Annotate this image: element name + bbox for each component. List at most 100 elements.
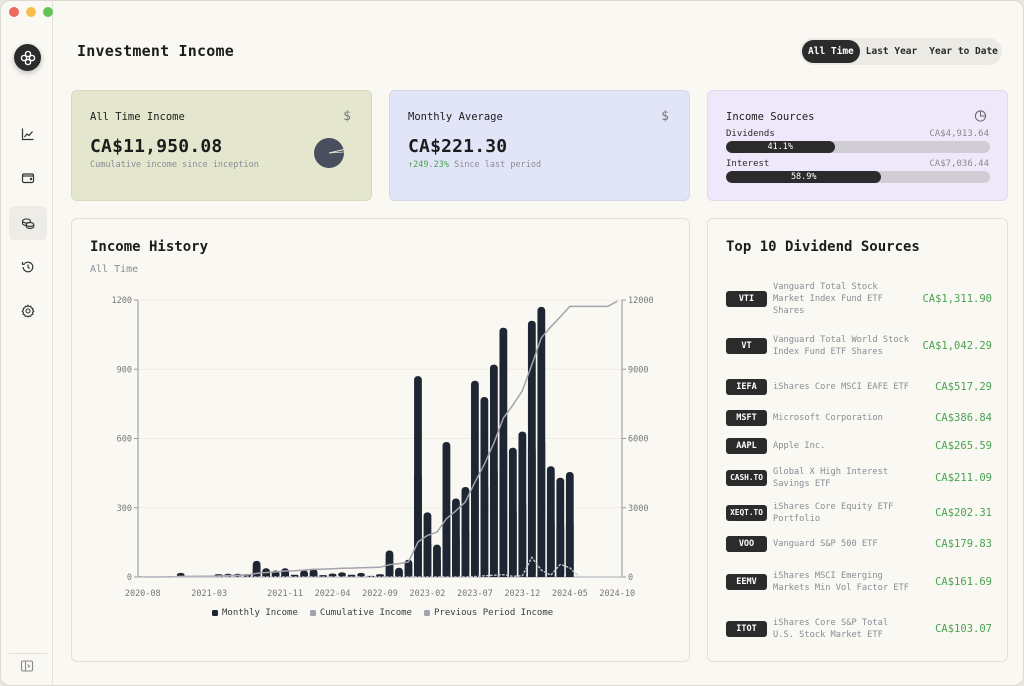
dividend-amount: CA$179.83 (935, 538, 992, 550)
income-history-title: Income History (90, 239, 209, 255)
security-name: iShares Core MSCI EAFE ETF (773, 381, 909, 392)
dividend-row[interactable]: ITOT iShares Core S&P Total U.S. Stock Ma… (726, 605, 992, 652)
sidebar-item-income[interactable] (9, 206, 47, 240)
dividend-row[interactable]: EEMV iShares MSCI Emerging Markets Min Vo… (726, 558, 992, 605)
app-logo[interactable] (14, 44, 41, 71)
dividends-amount: CA$4,913.64 (929, 129, 989, 139)
svg-text:2023-07: 2023-07 (457, 589, 493, 599)
top-dividends-title: Top 10 Dividend Sources (726, 239, 920, 255)
legend-swatch (423, 610, 430, 616)
period-selector: All Time Last Year Year to Date (800, 38, 1002, 65)
svg-text:0: 0 (628, 573, 633, 583)
security-name: Vanguard S&P 500 ETF (773, 539, 878, 549)
svg-text:2023-02: 2023-02 (410, 589, 446, 599)
maximize-window-button[interactable] (43, 7, 53, 17)
dividends-percent: 41.1% (726, 141, 835, 153)
ticker-badge: IEFA (726, 378, 767, 395)
ticker-badge: AAPL (726, 438, 767, 454)
legend-swatch (309, 610, 316, 616)
top-dividends-panel: Top 10 Dividend Sources VTI Vanguard Tota… (707, 218, 1008, 662)
legend-swatch (212, 610, 218, 616)
legend-label: Monthly Income (222, 608, 298, 618)
security-name: iShares MSCI Emerging Markets Min Vol Fa… (773, 570, 909, 593)
dividend-row[interactable]: CASH.TO Global X High Interest Savings ET… (726, 460, 992, 495)
wallet-icon (21, 173, 35, 184)
svg-text:0: 0 (127, 573, 132, 583)
dividend-row[interactable]: VOO Vanguard S&P 500 ETF CA$179.83 (726, 530, 992, 558)
dividend-row[interactable]: AAPL Apple Inc. CA$265.59 (726, 432, 992, 460)
svg-text:2021-11: 2021-11 (267, 589, 303, 599)
gear-icon (21, 304, 35, 318)
svg-text:2022-09: 2022-09 (362, 589, 398, 599)
card-label: Monthly Average (408, 111, 503, 123)
security-name: iShares Core Equity ETF Portfolio (773, 501, 894, 524)
security-name: Apple Inc. (773, 441, 826, 451)
dividend-list: VTI Vanguard Total Stock Market Index Fun… (726, 275, 992, 652)
sidebar-item-history[interactable] (9, 250, 47, 284)
svg-text:300: 300 (117, 504, 132, 514)
legend-label: Previous Period Income (433, 608, 554, 618)
interest-label: Interest (726, 159, 770, 169)
flower-logo-icon (20, 50, 35, 65)
sidebar-toggle-icon[interactable] (20, 659, 34, 673)
change-percent: ↑249.23% (408, 160, 449, 170)
monthly-average-value: CA$221.30 (408, 136, 508, 157)
dividend-row[interactable]: VTI Vanguard Total Stock Market Index Fun… (726, 275, 992, 322)
card-label: All Time Income (90, 111, 185, 123)
income-history-subtitle: All Time (90, 264, 139, 275)
page-title: Investment Income (77, 42, 234, 60)
all-time-income-caption: Cumulative income since inception (90, 160, 259, 170)
period-last-year[interactable]: Last Year (865, 46, 918, 57)
svg-text:2024-10: 2024-10 (599, 589, 635, 599)
sidebar-item-settings[interactable] (9, 294, 47, 328)
chart-legend: Monthly Income Cumulative Income Previou… (212, 608, 553, 618)
dollar-icon: $ (343, 109, 351, 124)
mini-pie-chart (314, 138, 345, 168)
sidebar-item-accounts[interactable] (9, 161, 47, 195)
dividend-amount: CA$161.69 (935, 575, 992, 588)
dividend-row[interactable]: VT Vanguard Total World Stock Index Fund … (726, 322, 992, 369)
dividend-amount: CA$211.09 (935, 471, 992, 484)
monthly-average-card: Monthly Average $ CA$221.30 ↑249.23% Sin… (389, 90, 690, 201)
ticker-badge: CASH.TO (726, 469, 767, 486)
sidebar-divider (9, 653, 47, 654)
svg-text:2023-12: 2023-12 (504, 589, 540, 599)
period-year-to-date[interactable]: Year to Date (929, 46, 998, 57)
monthly-average-change: ↑249.23% Since last period (408, 160, 541, 170)
pie-chart-icon (974, 110, 987, 122)
svg-text:6000: 6000 (628, 435, 648, 445)
chart-line-icon (21, 128, 34, 141)
dividends-progress: 41.1% (726, 141, 990, 153)
income-history-panel: Income History All Time 0 300 600 900 1200 0 3… (71, 218, 690, 662)
dividends-label: Dividends (726, 129, 775, 139)
ticker-badge: MSFT (726, 410, 767, 426)
dividend-amount: CA$1,042.29 (922, 339, 992, 352)
dividend-row[interactable]: MSFT Microsoft Corporation CA$386.84 (726, 404, 992, 432)
coins-icon (21, 218, 35, 229)
change-caption: Since last period (454, 160, 542, 170)
ticker-badge: VT (726, 337, 767, 354)
dividend-amount: CA$103.07 (935, 622, 992, 635)
svg-text:1200: 1200 (112, 296, 132, 306)
ticker-badge: ITOT (726, 620, 767, 637)
all-time-income-value: CA$11,950.08 (90, 136, 223, 157)
period-all-time[interactable]: All Time (802, 40, 860, 63)
all-time-income-card: All Time Income $ CA$11,950.08 Cumulativ… (71, 90, 372, 201)
security-name: Vanguard Total World Stock Index Fund ET… (773, 334, 909, 357)
legend-cumulative-income[interactable]: Cumulative Income (309, 608, 412, 618)
dividend-amount: CA$202.31 (935, 506, 992, 519)
ticker-badge: VOO (726, 536, 767, 552)
close-window-button[interactable] (9, 7, 19, 17)
sidebar-item-analytics[interactable] (9, 117, 47, 151)
minimize-window-button[interactable] (26, 7, 36, 17)
legend-previous-period-income[interactable]: Previous Period Income (423, 608, 554, 618)
svg-text:600: 600 (117, 435, 132, 445)
dividend-row[interactable]: XEQT.TO iShares Core Equity ETF Portfolio… (726, 495, 992, 530)
security-name: Microsoft Corporation (773, 413, 883, 423)
legend-monthly-income[interactable]: Monthly Income (212, 608, 298, 618)
ticker-badge: XEQT.TO (726, 504, 767, 521)
dividend-row[interactable]: IEFA iShares Core MSCI EAFE ETF CA$517.29 (726, 369, 992, 404)
dividend-amount: CA$1,311.90 (922, 292, 992, 305)
